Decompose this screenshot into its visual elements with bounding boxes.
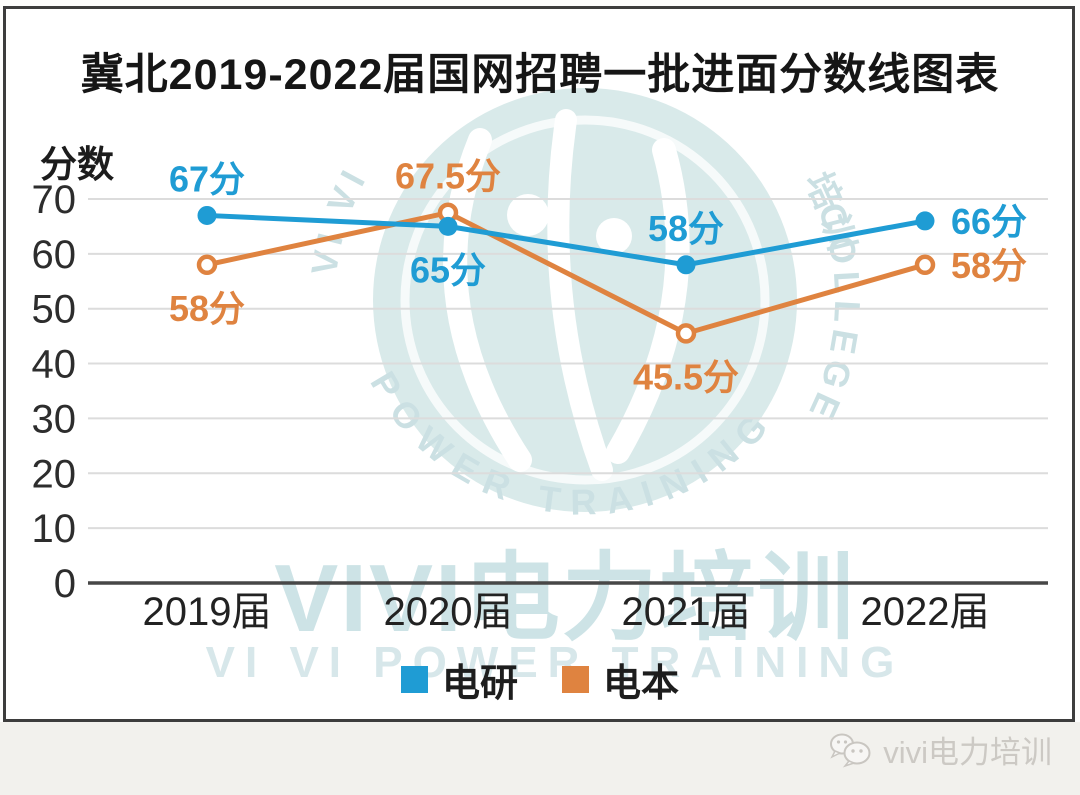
x-tick-label: 2020届	[384, 590, 513, 634]
y-axis-title: 分数	[40, 144, 114, 185]
series-line	[206, 210, 926, 337]
legend-label-dianben: 电本	[603, 663, 680, 705]
data-point	[914, 254, 936, 276]
data-point	[675, 323, 697, 344]
footer-brand-text: vivi电力培训	[883, 735, 1052, 770]
legend-item-dianyan: 电研	[400, 652, 518, 707]
y-tick-label: 50	[32, 288, 77, 332]
data-label: 67.5分	[395, 156, 501, 197]
data-label: 66分	[951, 201, 1027, 242]
x-tick-label: 2022届	[861, 590, 990, 634]
y-tick-label: 40	[32, 343, 77, 387]
x-tick-label: 2019届	[143, 590, 272, 634]
legend-item-dianben: 电本	[562, 652, 679, 707]
y-tick-label: 70	[32, 178, 77, 222]
legend-swatch-dianben	[562, 666, 589, 693]
legend: 电研 电本	[0, 652, 1080, 707]
series-line	[206, 212, 926, 268]
data-point	[196, 254, 218, 276]
data-point	[197, 205, 217, 225]
footer-brand: vivi电力培训	[827, 727, 1052, 772]
legend-label-dianyan: 电研	[441, 663, 518, 705]
y-tick-label: 30	[32, 397, 77, 441]
data-label: 65分	[410, 249, 486, 290]
x-tick-label: 2021届	[622, 590, 751, 634]
chart-title: 冀北2019-2022届国网招聘一批进面分数线图表	[80, 51, 1000, 99]
y-tick-label: 10	[32, 507, 77, 551]
data-point	[676, 255, 696, 275]
y-tick-label: 60	[32, 233, 77, 277]
data-label: 58分	[951, 245, 1027, 286]
data-point	[438, 216, 458, 236]
y-tick-label: 0	[54, 562, 76, 606]
data-point	[915, 211, 935, 231]
data-label: 58分	[169, 288, 245, 329]
wechat-icon	[830, 733, 871, 768]
data-label: 58分	[648, 208, 724, 249]
y-tick-label: 20	[32, 452, 77, 496]
legend-swatch-dianyan	[400, 666, 428, 693]
data-label: 67分	[169, 158, 245, 199]
data-label: 45.5分	[633, 356, 739, 397]
bottom-band	[0, 722, 1080, 795]
